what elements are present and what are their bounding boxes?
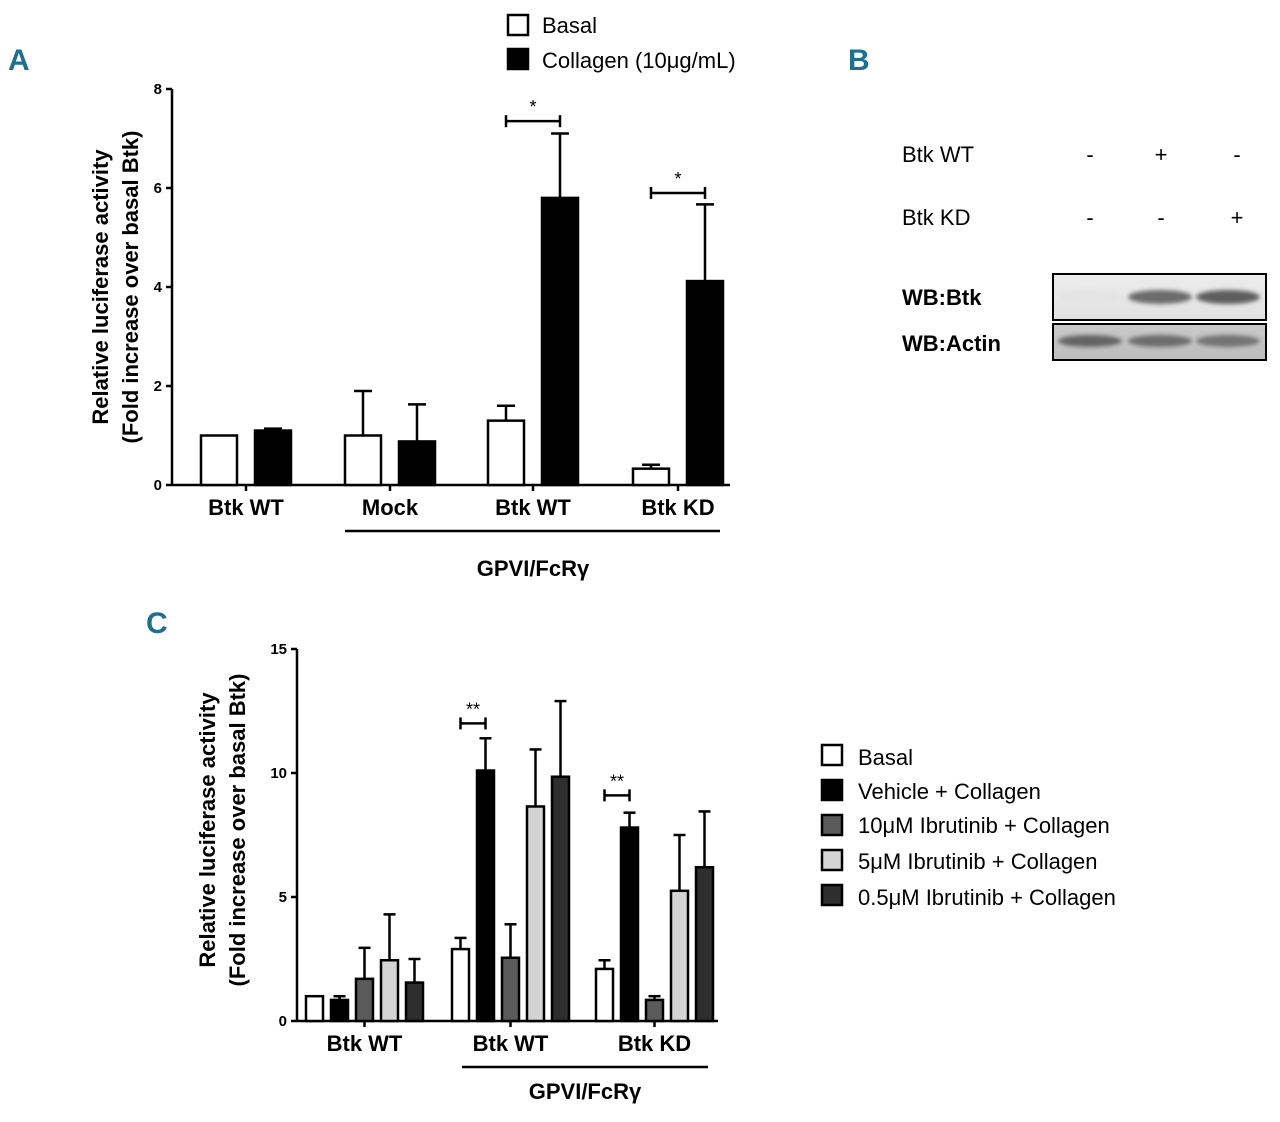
y-tick-label: 0 — [279, 1013, 287, 1030]
legend-c-swatch-5um — [820, 848, 844, 872]
wb-mark: - — [1233, 142, 1240, 167]
wb-band — [1128, 335, 1192, 347]
bar — [304, 994, 325, 1023]
bar — [550, 775, 571, 1023]
legend-a-swatch-collagen — [506, 47, 530, 71]
wb-band — [1128, 290, 1192, 304]
bar — [253, 429, 293, 487]
chart-c-group-label: GPVI/FcRγ — [529, 1079, 642, 1104]
legend-c-label-10um: 10μM Ibrutinib + Collagen — [858, 813, 1110, 838]
chart-a: Relative luciferase activity (Fold incre… — [88, 13, 736, 581]
bar — [685, 279, 725, 487]
category-label: Btk KD — [618, 1031, 691, 1056]
legend-c-swatch-vehicle — [820, 778, 844, 802]
wb-row-label-btk-kd: Btk KD — [902, 205, 970, 230]
bar — [199, 434, 239, 487]
y-tick-label: 10 — [270, 765, 287, 782]
bar — [594, 967, 615, 1023]
bar — [397, 440, 437, 487]
y-tick-label: 15 — [270, 641, 287, 658]
bar — [343, 434, 383, 487]
wb-blot-label-btk: WB:Btk — [902, 285, 982, 310]
bar — [500, 956, 521, 1023]
category-label: Btk WT — [473, 1031, 549, 1056]
y-tick-label: 2 — [154, 378, 162, 395]
wb-mark: - — [1086, 205, 1093, 230]
category-label: Btk WT — [495, 495, 571, 520]
significance-label: ** — [466, 699, 480, 719]
wb-band — [1058, 335, 1122, 347]
wb-band — [1058, 290, 1122, 304]
wb-mark: - — [1157, 205, 1164, 230]
category-label: Btk WT — [327, 1031, 403, 1056]
panel-label-a: A — [8, 44, 30, 77]
legend-a-label-basal: Basal — [542, 13, 597, 38]
y-tick-label: 6 — [154, 180, 162, 197]
wb-bands — [1058, 290, 1260, 347]
category-label: Mock — [362, 495, 419, 520]
bar — [486, 419, 526, 487]
wb-mark: + — [1231, 205, 1244, 230]
legend-c-label-vehicle: Vehicle + Collagen — [858, 779, 1041, 804]
legend-c-swatch-05um — [820, 883, 844, 907]
chart-a-ylabel-line2: (Fold increase over basal Btk) — [118, 131, 143, 444]
legend-c-label-basal: Basal — [858, 745, 913, 770]
wb-mark: + — [1155, 142, 1168, 167]
category-label: Btk WT — [208, 495, 284, 520]
bar — [450, 947, 471, 1023]
bar — [669, 889, 690, 1023]
bar — [525, 805, 546, 1023]
bar — [619, 826, 640, 1023]
significance-label: ** — [610, 771, 624, 791]
chart-c-ylabel-line2: (Fold increase over basal Btk) — [225, 674, 250, 987]
bar — [694, 865, 715, 1023]
western-blot-panel: Btk WT - + - Btk KD - - + WB:Btk WB:Acti… — [902, 142, 1267, 361]
bar — [404, 981, 425, 1023]
bar — [540, 196, 580, 487]
chart-c: Relative luciferase activity (Fold incre… — [195, 674, 1116, 1105]
wb-band — [1196, 290, 1260, 304]
wb-row-label-btk-wt: Btk WT — [902, 142, 974, 167]
legend-c-swatch-10um — [820, 813, 844, 837]
bar — [631, 467, 671, 487]
wb-mark: - — [1086, 142, 1093, 167]
significance-label: * — [674, 169, 681, 189]
legend-a-label-collagen: Collagen (10μg/mL) — [542, 48, 736, 73]
y-tick-label: 0 — [154, 477, 162, 494]
category-label: Btk KD — [641, 495, 714, 520]
y-tick-label: 4 — [154, 279, 163, 296]
y-tick-label: 5 — [279, 889, 287, 906]
chart-c-ylabel-line1: Relative luciferase activity — [195, 692, 220, 968]
bar — [329, 998, 350, 1023]
chart-a-ylabel-line1: Relative luciferase activity — [88, 149, 113, 425]
panel-label-c: C — [146, 607, 168, 640]
legend-c-swatch-basal — [820, 743, 844, 767]
chart-a-marks: 0 2 4 6 8 Btk WT Mock Btk WT Btk KD * * — [154, 81, 730, 533]
significance-label: * — [529, 97, 536, 117]
bar — [379, 958, 400, 1023]
legend-a-swatch-basal — [506, 13, 530, 37]
wb-band — [1196, 335, 1260, 347]
bar — [644, 998, 665, 1023]
chart-a-legend: Basal Collagen (10μg/mL) — [506, 13, 736, 73]
bar — [354, 977, 375, 1023]
panel-label-b: B — [848, 44, 870, 77]
wb-blot-label-actin: WB:Actin — [902, 331, 1001, 356]
chart-c-legend: Basal Vehicle + Collagen 10μM Ibrutinib … — [820, 743, 1116, 910]
legend-c-label-5um: 5μM Ibrutinib + Collagen — [858, 849, 1098, 874]
legend-c-label-05um: 0.5μM Ibrutinib + Collagen — [858, 885, 1116, 910]
chart-c-marks: 0 5 10 15 Btk WT Btk WT Btk KD ** ** — [270, 641, 718, 1069]
bar — [475, 769, 496, 1023]
chart-a-group-label: GPVI/FcRγ — [477, 556, 590, 581]
y-tick-label: 8 — [154, 81, 162, 98]
